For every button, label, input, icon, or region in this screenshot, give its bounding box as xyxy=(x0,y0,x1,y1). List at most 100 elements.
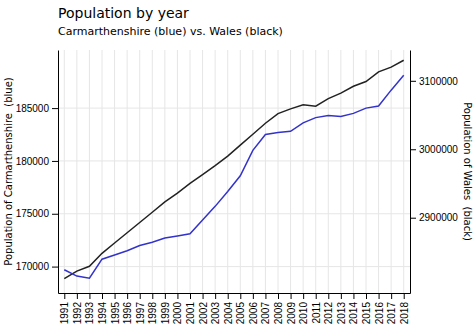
x-axis: 1991199219931994199519961997199819992000… xyxy=(59,293,411,324)
line xyxy=(64,75,403,278)
tick: 2005 xyxy=(235,293,246,324)
y2-axis-title: Population of Wales (black) xyxy=(462,102,473,241)
tick-label: 1998 xyxy=(147,302,158,325)
tick-label: 2003 xyxy=(210,302,221,325)
tick-mark xyxy=(64,293,65,299)
tick-label: 2018 xyxy=(399,302,410,325)
tick: 2006 xyxy=(248,293,259,324)
grid-line xyxy=(403,50,404,293)
grid-line xyxy=(378,50,379,293)
tick-mark xyxy=(165,293,166,299)
tick: 2017 xyxy=(386,293,397,324)
grid-line xyxy=(58,160,410,161)
tick-label: 1991 xyxy=(59,302,70,325)
tick-label: 2000 xyxy=(172,302,183,325)
tick: 2004 xyxy=(223,293,234,324)
tick: 1999 xyxy=(160,293,171,324)
tick-label: 2009 xyxy=(286,302,297,325)
grid-line xyxy=(227,50,228,293)
tick: 2000 xyxy=(172,293,183,324)
grid-line xyxy=(315,50,316,293)
tick: 1995 xyxy=(110,293,121,324)
grid-line xyxy=(177,50,178,293)
tick-mark xyxy=(203,293,204,299)
tick-label: 2001 xyxy=(185,302,196,325)
title: Population by year xyxy=(58,5,189,21)
tick-mark xyxy=(366,293,367,299)
tick-label: 2016 xyxy=(374,302,385,325)
tick-mark xyxy=(328,293,329,299)
tick: 1998 xyxy=(147,293,158,324)
tick: 2007 xyxy=(260,293,271,324)
tick-label: 1993 xyxy=(84,302,95,325)
tick-mark xyxy=(127,293,128,299)
tick: 180000 xyxy=(16,156,58,167)
tick: 2009 xyxy=(286,293,297,324)
tick-label: 185000 xyxy=(16,103,50,114)
grid-line xyxy=(265,50,266,293)
axis-line xyxy=(59,293,411,294)
tick: 1996 xyxy=(122,293,133,324)
grid-line xyxy=(64,50,65,293)
tick-label: 1999 xyxy=(160,302,171,325)
tick-label: 2011 xyxy=(311,302,322,324)
tick-label: 170000 xyxy=(16,261,50,272)
tick-mark xyxy=(410,81,416,82)
tick-label: 2004 xyxy=(223,302,234,325)
tick-mark xyxy=(278,293,279,299)
tick-mark xyxy=(353,293,354,299)
subtitle: Carmarthenshire (blue) vs. Wales (black) xyxy=(58,25,283,38)
tick: 2900000 xyxy=(410,212,458,223)
tick: 2018 xyxy=(399,293,410,324)
tick-mark xyxy=(410,218,416,219)
grid-line xyxy=(152,50,153,293)
grid-line xyxy=(303,50,304,293)
tick-label: 1997 xyxy=(135,302,146,325)
tick-mark xyxy=(190,293,191,299)
tick-label: 175000 xyxy=(16,208,50,219)
tick: 1997 xyxy=(135,293,146,324)
tick-label: 2006 xyxy=(248,302,259,325)
tick-label: 2008 xyxy=(273,302,284,325)
grid-line xyxy=(127,50,128,293)
tick-mark xyxy=(52,214,58,215)
tick: 1991 xyxy=(59,293,70,324)
tick-label: 2007 xyxy=(260,302,271,325)
tick: 2012 xyxy=(323,293,334,324)
tick: 2011 xyxy=(311,293,322,324)
tick-label: 2900000 xyxy=(419,212,458,223)
tick-label: 2017 xyxy=(386,302,397,325)
tick-mark xyxy=(152,293,153,299)
tick-mark xyxy=(52,161,58,162)
tick: 1994 xyxy=(97,293,108,324)
tick-mark xyxy=(316,293,317,299)
grid-line xyxy=(114,50,115,293)
tick: 3000000 xyxy=(410,144,458,155)
tick-mark xyxy=(52,267,58,268)
chart: 1991199219931994199519961997199819992000… xyxy=(0,0,474,333)
tick: 2002 xyxy=(198,293,209,324)
grid-line xyxy=(76,50,77,293)
grid-line xyxy=(190,50,191,293)
tick: 2013 xyxy=(336,293,347,324)
grid-line xyxy=(202,50,203,293)
y2-axis: 290000030000003100000 xyxy=(410,51,458,294)
tick-mark xyxy=(291,293,292,299)
tick-label: 2015 xyxy=(361,302,372,325)
grid-line xyxy=(278,50,279,293)
grid-line xyxy=(139,50,140,293)
plot-area xyxy=(64,60,403,278)
grid-line xyxy=(328,50,329,293)
tick: 1992 xyxy=(72,293,83,324)
tick-mark xyxy=(52,108,58,109)
tick: 2010 xyxy=(298,293,309,324)
grid-line xyxy=(58,213,410,214)
tick-label: 3000000 xyxy=(419,144,458,155)
grid-line xyxy=(252,50,253,293)
tick-label: 1996 xyxy=(122,302,133,325)
tick-mark xyxy=(410,149,416,150)
line xyxy=(64,60,403,278)
tick-label: 1994 xyxy=(97,302,108,325)
tick: 2015 xyxy=(361,293,372,324)
tick: 2001 xyxy=(185,293,196,324)
